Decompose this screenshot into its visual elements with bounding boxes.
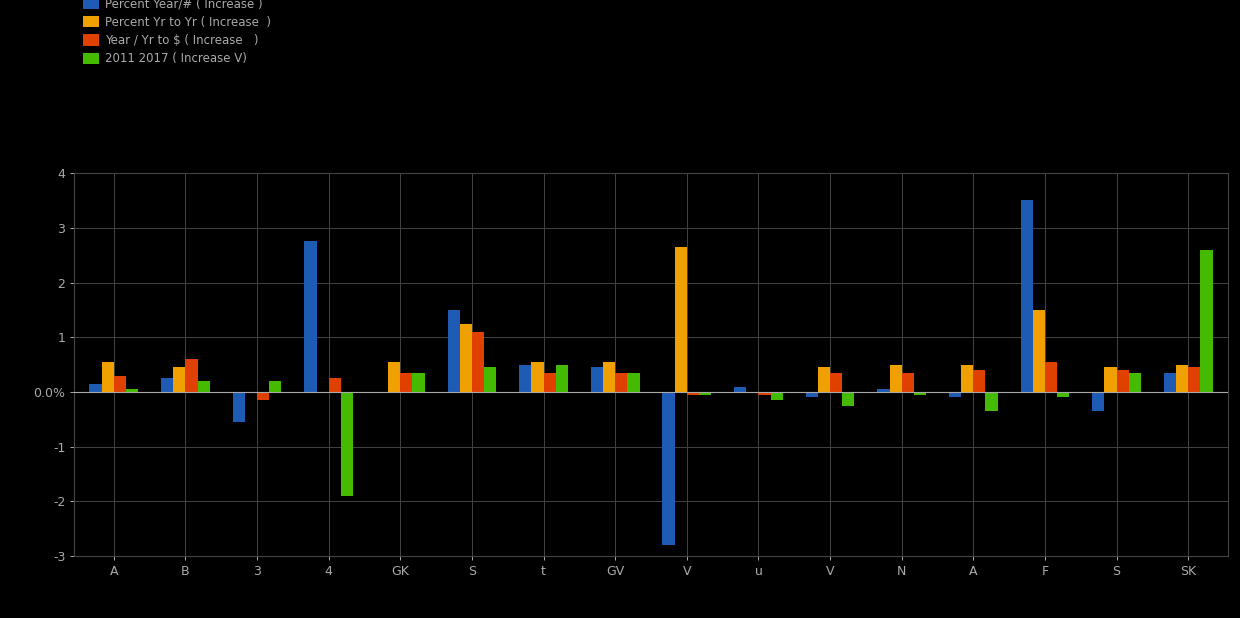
- Bar: [675, 247, 687, 392]
- Bar: [269, 381, 281, 392]
- Bar: [460, 324, 472, 392]
- Bar: [734, 386, 746, 392]
- Bar: [341, 392, 353, 496]
- Bar: [901, 373, 914, 392]
- Legend: Percent Year/# ( Increase ), Percent Yr to Yr ( Increase  ), Year / Yr to $ ( In: Percent Year/# ( Increase ), Percent Yr …: [81, 0, 274, 68]
- Bar: [699, 392, 712, 395]
- Bar: [89, 384, 102, 392]
- Bar: [662, 392, 675, 545]
- Bar: [1164, 373, 1176, 392]
- Bar: [126, 389, 138, 392]
- Bar: [1045, 362, 1058, 392]
- Bar: [1105, 367, 1116, 392]
- Bar: [1116, 370, 1128, 392]
- Bar: [687, 392, 699, 395]
- Bar: [603, 362, 615, 392]
- Bar: [388, 362, 401, 392]
- Bar: [484, 367, 496, 392]
- Bar: [878, 389, 889, 392]
- Bar: [949, 392, 961, 397]
- Bar: [1176, 365, 1188, 392]
- Bar: [1021, 200, 1033, 392]
- Bar: [759, 392, 770, 395]
- Bar: [590, 367, 603, 392]
- Bar: [304, 242, 316, 392]
- Bar: [914, 392, 926, 395]
- Bar: [532, 362, 543, 392]
- Bar: [1128, 373, 1141, 392]
- Bar: [1188, 367, 1200, 392]
- Bar: [329, 378, 341, 392]
- Bar: [1092, 392, 1105, 411]
- Bar: [102, 362, 114, 392]
- Bar: [1200, 250, 1213, 392]
- Bar: [615, 373, 627, 392]
- Bar: [257, 392, 269, 400]
- Bar: [842, 392, 854, 405]
- Bar: [174, 367, 186, 392]
- Bar: [986, 392, 998, 411]
- Bar: [543, 373, 556, 392]
- Bar: [818, 367, 830, 392]
- Bar: [830, 373, 842, 392]
- Bar: [556, 365, 568, 392]
- Bar: [806, 392, 818, 397]
- Bar: [472, 332, 484, 392]
- Bar: [1033, 310, 1045, 392]
- Bar: [186, 359, 197, 392]
- Bar: [197, 381, 210, 392]
- Bar: [401, 373, 413, 392]
- Bar: [520, 365, 532, 392]
- Bar: [770, 392, 782, 400]
- Bar: [889, 365, 901, 392]
- Bar: [114, 376, 126, 392]
- Bar: [448, 310, 460, 392]
- Bar: [233, 392, 244, 422]
- Bar: [413, 373, 424, 392]
- Bar: [961, 365, 973, 392]
- Bar: [973, 370, 986, 392]
- Bar: [627, 373, 640, 392]
- Bar: [1058, 392, 1069, 397]
- Bar: [161, 378, 174, 392]
